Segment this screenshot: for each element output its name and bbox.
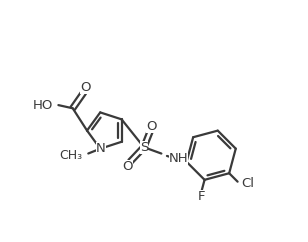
Text: F: F <box>198 190 205 203</box>
Text: CH₃: CH₃ <box>59 149 82 162</box>
Text: S: S <box>140 141 148 154</box>
Text: N: N <box>96 142 106 155</box>
Text: O: O <box>146 120 156 133</box>
Text: O: O <box>80 81 91 94</box>
Text: Cl: Cl <box>241 177 255 190</box>
Text: O: O <box>123 160 133 173</box>
Text: NH: NH <box>168 152 188 165</box>
Text: HO: HO <box>33 98 54 112</box>
